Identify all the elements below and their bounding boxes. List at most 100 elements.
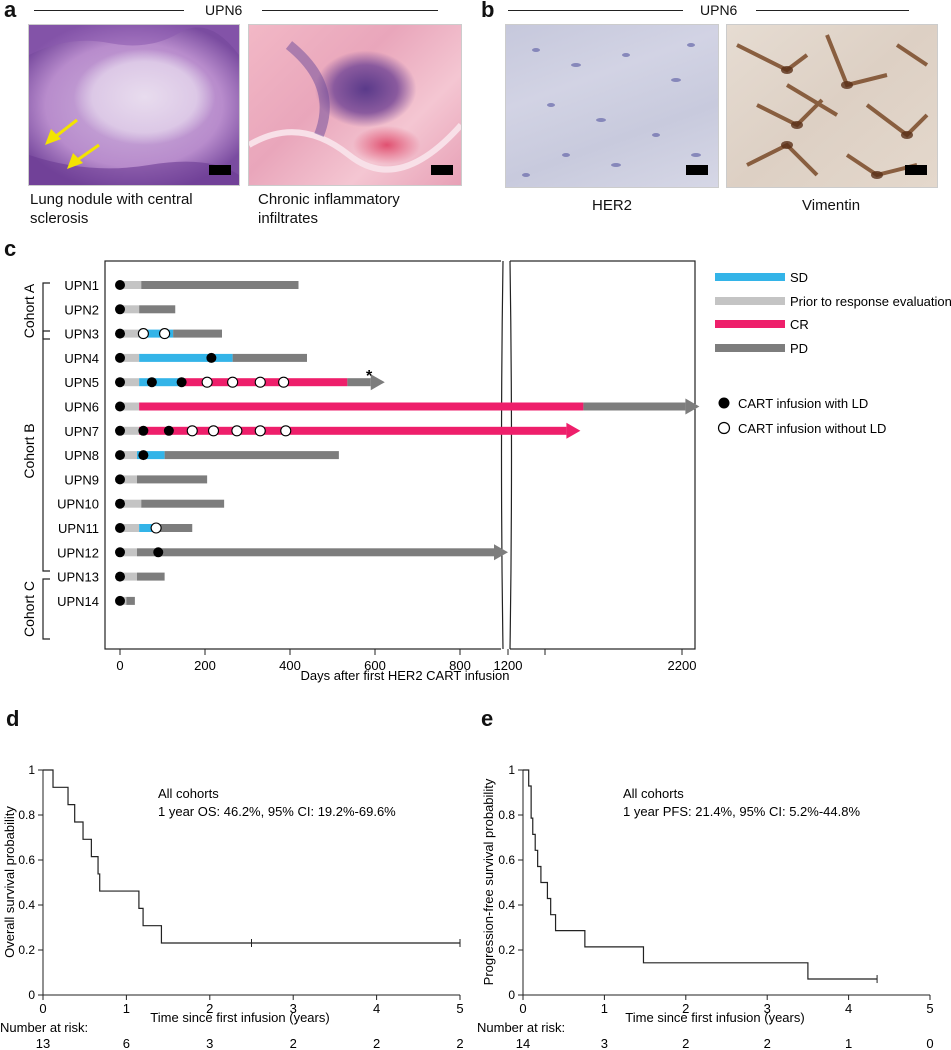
risk-count: 2 xyxy=(764,1036,771,1050)
bar-segment-pd xyxy=(141,281,299,289)
infusion-with-ld-marker xyxy=(115,523,125,533)
x-axis-label: Days after first HER2 CART infusion xyxy=(300,668,509,683)
panel-e-letter: e xyxy=(481,706,494,731)
infusion-with-ld-marker xyxy=(163,425,174,436)
infusion-with-ld-marker xyxy=(115,595,125,606)
x-axis-label: Time since first infusion (years) xyxy=(625,1010,804,1025)
bar-arrow xyxy=(370,374,385,391)
bar-segment-pd xyxy=(154,524,193,532)
patient-label: UPN14 xyxy=(57,594,99,609)
infusion-with-ld-marker xyxy=(138,450,149,461)
annotation-line-1: All cohorts xyxy=(158,786,219,801)
infusion-without-ld-marker xyxy=(150,522,162,534)
infusion-with-ld-marker xyxy=(138,425,149,436)
bar-segment-sd xyxy=(137,451,165,460)
risk-count: 0 xyxy=(926,1036,933,1050)
risk-count: 13 xyxy=(36,1036,50,1050)
asterisk-mark: * xyxy=(366,368,373,385)
infusion-with-ld-marker xyxy=(115,571,125,582)
infusion-without-ld-marker xyxy=(227,376,239,388)
cohort-brackets xyxy=(42,282,50,640)
risk-count: 3 xyxy=(206,1036,213,1050)
scale-bar xyxy=(905,165,927,175)
bar-segment-prior xyxy=(120,451,137,460)
survival-curve xyxy=(523,769,878,980)
patient-labels: UPN1 UPN2 UPN3 UPN4 UPN5 UPN6 UPN7 UPN8 UPN9 UPN1… xyxy=(57,278,99,609)
caption-line: Chronic inflammatory xyxy=(258,191,400,208)
infusion-without-ld-marker xyxy=(186,425,198,437)
number-at-risk-row: 14 3 2 2 1 0 xyxy=(516,1036,934,1050)
panel-d-letter: d xyxy=(6,706,20,731)
x-tick-label: 1 xyxy=(601,1001,608,1016)
vimentin-micrograph xyxy=(726,24,938,188)
inflammatory-micrograph xyxy=(248,24,462,186)
swimmer-plot: 0 200 400 600 800 1200 2200 UPN1UPN2UPN3UPN4UP… xyxy=(21,256,951,683)
caption-line: infiltrates xyxy=(258,210,319,227)
y-tick-label: 0.4 xyxy=(18,898,35,912)
infusion-with-ld-marker xyxy=(115,352,125,363)
bar-segment-prior xyxy=(120,329,140,338)
bar-segment-prior xyxy=(120,402,140,411)
infusion-with-ld-marker xyxy=(115,280,125,290)
bar-segment-pd xyxy=(137,475,208,484)
bar-segment-prior xyxy=(120,353,140,362)
cohort-c-label: Cohort C xyxy=(21,581,37,637)
y-tick-label: 0.8 xyxy=(498,808,515,822)
panel-b-rule-left xyxy=(508,10,683,11)
survival-curve xyxy=(43,769,460,944)
y-tick-label: 0.8 xyxy=(18,808,35,822)
bar-segment-pd xyxy=(347,378,371,387)
infusion-with-ld-marker xyxy=(115,328,125,339)
panel-a-rule-right xyxy=(262,10,438,11)
x-tick-label: 600 xyxy=(364,658,386,673)
legend-pd-label: PD xyxy=(790,341,808,356)
bar-segment-sd xyxy=(139,329,174,338)
y-tick-label: 1 xyxy=(28,763,35,777)
patient-label: UPN9 xyxy=(64,472,99,487)
risk-count: 14 xyxy=(516,1036,530,1050)
panel-c-letter: c xyxy=(4,236,17,261)
y-tick-label: 0.6 xyxy=(18,853,35,867)
bar-segment-prior xyxy=(120,548,137,557)
caption-line: Lung nodule with central xyxy=(30,191,193,208)
y-tick-label: 0.2 xyxy=(498,943,515,957)
x-tick-label: 2 xyxy=(682,1001,689,1016)
her2-cells xyxy=(522,43,701,177)
y-tick-label: 1 xyxy=(508,763,515,777)
bar-segment-pd xyxy=(164,451,339,460)
bar-segment-pd xyxy=(137,572,165,581)
risk-count: 2 xyxy=(373,1036,380,1050)
patient-label: UPN6 xyxy=(64,400,99,415)
legend-cr-label: CR xyxy=(790,317,809,332)
cohort-b-label: Cohort B xyxy=(21,423,37,478)
x-tick-label: 1 xyxy=(123,1001,130,1016)
legend-nold-label: CART infusion without LD xyxy=(738,421,886,436)
infusion-with-ld-marker xyxy=(153,547,164,558)
patient-label: UPN3 xyxy=(64,327,99,342)
infusion-with-ld-marker xyxy=(115,401,125,412)
infusion-with-ld-marker xyxy=(115,498,125,509)
bar-segment-prior xyxy=(120,499,142,508)
x-tick-label: 5 xyxy=(456,1001,463,1016)
bar-segment-pd xyxy=(141,499,225,508)
bar-segment-prior xyxy=(120,572,137,581)
plot-frame xyxy=(104,260,696,650)
bar-segment-prior xyxy=(120,281,142,289)
bar-segment-pd xyxy=(139,305,176,314)
caption-inflammatory: Chronic inflammatory infiltrates xyxy=(258,190,400,228)
x-tick-label: 400 xyxy=(279,658,301,673)
number-at-risk-label: Number at risk: xyxy=(477,1020,565,1035)
caption-lung-nodule: Lung nodule with central sclerosis xyxy=(30,190,193,228)
x-tick-label: 200 xyxy=(194,658,216,673)
risk-count: 6 xyxy=(123,1036,130,1050)
her2-micrograph xyxy=(505,24,719,188)
infusion-with-ld-marker xyxy=(115,304,125,315)
bar-segment-sd xyxy=(139,353,233,362)
x-axis-ticks: 0 200 400 600 800 1200 2200 xyxy=(116,649,696,673)
risk-count: 3 xyxy=(601,1036,608,1050)
lung-nodule-micrograph xyxy=(28,24,240,186)
bar-arrow xyxy=(566,422,581,439)
bar-segment-prior xyxy=(120,378,140,387)
annotation-line-1: All cohorts xyxy=(623,786,684,801)
x-tick-label: 800 xyxy=(449,658,471,673)
